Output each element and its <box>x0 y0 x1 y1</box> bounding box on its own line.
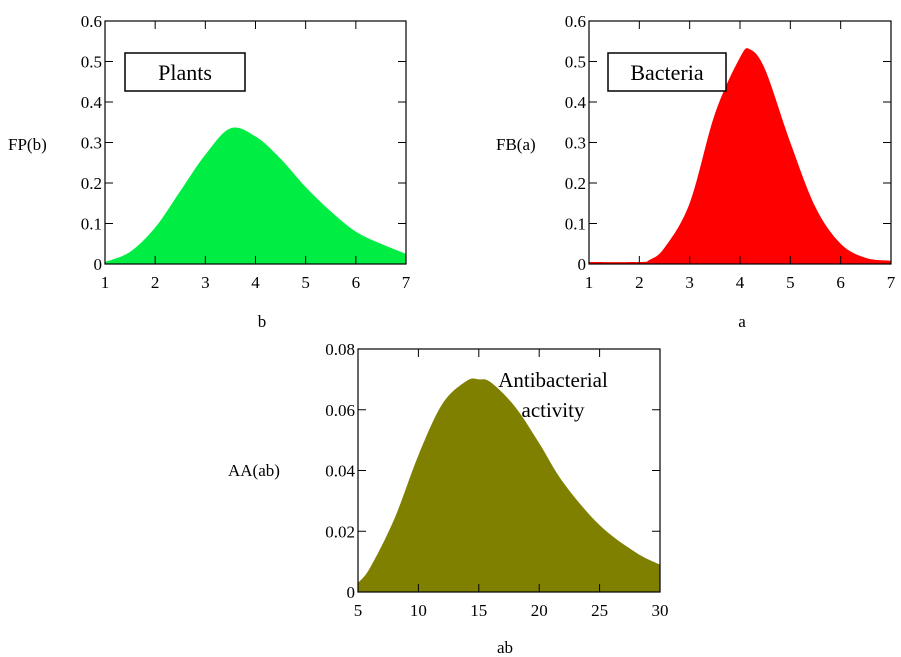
x-tick-label: 2 <box>151 273 160 292</box>
x-tick-label: 10 <box>410 601 427 620</box>
y-axis-label: FP(b) <box>8 135 47 154</box>
y-tick-label: 0.4 <box>81 93 103 112</box>
chart-panel-1: 0 0.1 0.2 0.3 0.4 0.5 0.6 1 2 3 4 5 6 7 FP(b) b Plants <box>8 12 411 331</box>
x-tick-label: 1 <box>585 273 594 292</box>
y-tick-label: 0.3 <box>565 134 586 153</box>
y-tick-label: 0.1 <box>565 215 586 234</box>
y-tick-label: 0.1 <box>81 215 102 234</box>
y-tick-label: 0 <box>94 255 103 274</box>
x-tick-label: 25 <box>591 601 608 620</box>
y-tick-label: 0.2 <box>565 174 586 193</box>
x-tick-label: 6 <box>352 273 361 292</box>
area-fill <box>105 127 406 265</box>
x-tick-label: 6 <box>836 273 845 292</box>
annotation-box <box>124 52 246 92</box>
x-axis-label: b <box>258 312 267 331</box>
x-tick-label: 30 <box>652 601 669 620</box>
x-tick-label: 3 <box>685 273 694 292</box>
y-tick-label: 0.5 <box>565 53 586 72</box>
y-tick-label: 0 <box>347 583 356 602</box>
x-tick-label: 7 <box>402 273 411 292</box>
y-tick-label: 0.08 <box>325 340 355 359</box>
x-tick-label: 3 <box>201 273 210 292</box>
y-tick-label: 0.6 <box>81 12 102 31</box>
x-axis-label: ab <box>497 638 513 657</box>
y-tick-label: 0.4 <box>565 93 587 112</box>
x-tick-label: 1 <box>101 273 110 292</box>
y-tick-label: 0.5 <box>81 53 102 72</box>
y-tick-label: 0.6 <box>565 12 586 31</box>
chart-panel-3: 0 0.02 0.04 0.06 0.08 5 10 15 20 25 30 AA(ab) ab Anti… <box>228 340 669 657</box>
chart-panel-2: 0 0.1 0.2 0.3 0.4 0.5 0.6 1 2 3 4 5 6 7 FB(a) a Bacteria <box>496 12 896 331</box>
x-tick-label: 5 <box>786 273 795 292</box>
y-tick-label: 0.04 <box>325 462 355 481</box>
x-axis-label: a <box>738 312 746 331</box>
y-tick-label: 0.3 <box>81 134 102 153</box>
y-axis-label: FB(a) <box>496 135 536 154</box>
y-axis-label: AA(ab) <box>228 461 280 480</box>
x-tick-label: 20 <box>531 601 548 620</box>
x-tick-label: 5 <box>301 273 310 292</box>
area-fill <box>589 48 891 265</box>
x-tick-label: 5 <box>354 601 363 620</box>
annotation-box <box>607 52 727 92</box>
x-tick-label: 4 <box>736 273 745 292</box>
area-fill <box>358 378 660 592</box>
x-tick-label: 7 <box>887 273 896 292</box>
x-tick-label: 4 <box>251 273 260 292</box>
x-tick-label: 2 <box>635 273 644 292</box>
y-tick-label: 0 <box>578 255 587 274</box>
x-tick-label: 15 <box>470 601 487 620</box>
annotation-label: Bacteria <box>630 60 704 85</box>
annotation-label: Antibacterial <box>498 368 608 392</box>
annotation-label: Plants <box>158 60 212 85</box>
y-tick-label: 0.02 <box>325 522 355 541</box>
annotation-label: activity <box>522 398 585 422</box>
y-tick-label: 0.2 <box>81 174 102 193</box>
y-tick-label: 0.06 <box>325 401 355 420</box>
